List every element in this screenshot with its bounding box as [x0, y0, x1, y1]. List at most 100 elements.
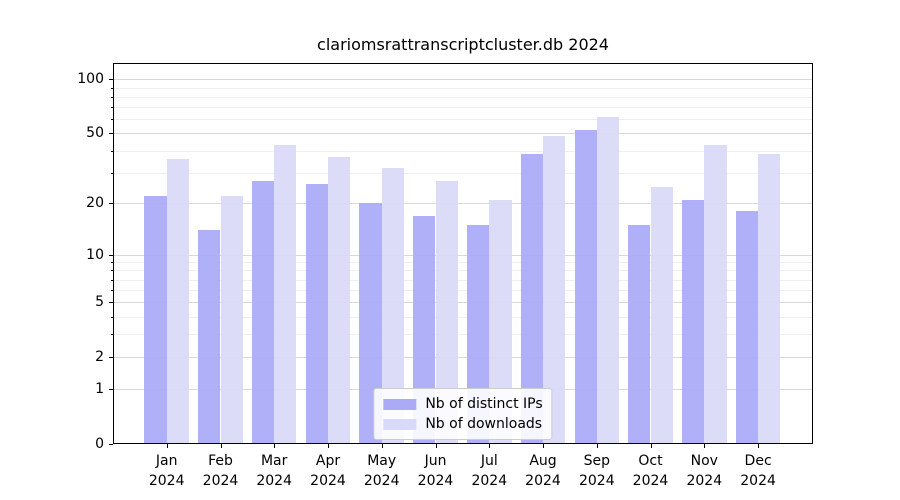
bar-apr-ips: [305, 183, 328, 444]
x-tickmark: [220, 444, 222, 448]
y-minor-tickmark: [111, 262, 113, 263]
legend-label: Nb of downloads: [425, 416, 543, 432]
minor-gridline: [114, 334, 812, 336]
minor-gridline: [114, 172, 812, 174]
legend-swatch-icon: [383, 418, 417, 430]
legend-swatch-icon: [383, 398, 417, 410]
month-label: Nov: [690, 453, 718, 469]
y-minor-tickmark: [111, 150, 113, 152]
y-tickmark: [109, 133, 113, 135]
month-label: Feb: [208, 453, 233, 469]
month-label: Jun: [424, 453, 447, 469]
y-tickmark: [109, 444, 113, 445]
month-label: Aug: [529, 453, 557, 469]
y-minor-tickmark: [111, 290, 113, 292]
x-tick-label-nov: Nov 2024: [664, 451, 744, 491]
x-tickmark: [489, 444, 491, 448]
bar-dec-ips: [735, 211, 759, 444]
month-label: Apr: [315, 453, 341, 469]
major-gridline: [114, 254, 812, 256]
year-label: 2024: [740, 473, 776, 489]
x-tick-label-jan: Jan 2024: [127, 451, 207, 491]
x-tick-label-mar: Mar 2024: [234, 451, 314, 491]
x-tickmark: [704, 444, 706, 448]
year-label: 2024: [578, 473, 615, 489]
bar-feb-ips: [198, 230, 221, 444]
bar-jul-downloads: [489, 199, 512, 444]
y-tick-label: 2: [95, 349, 104, 366]
bar-mar-downloads: [274, 144, 297, 444]
year-label: 2024: [148, 473, 185, 489]
y-minor-tickmark: [111, 270, 113, 272]
bar-aug-ips: [520, 154, 543, 444]
month-label: Mar: [260, 453, 288, 469]
chart-title: clariomsrattranscriptcluster.db 2024: [317, 35, 609, 54]
month-label: Oct: [638, 453, 663, 469]
y-tick-label: 50: [86, 125, 104, 142]
month-label: Sep: [583, 453, 610, 469]
bar-dec-downloads: [758, 154, 781, 444]
major-gridline: [114, 357, 812, 359]
year-label: 2024: [525, 473, 561, 489]
month-label: Jan: [155, 453, 178, 469]
month-label: Jul: [480, 453, 498, 469]
y-minor-tickmark: [111, 96, 113, 98]
major-gridline: [114, 133, 812, 135]
legend-label: Nb of distinct IPs: [425, 396, 543, 412]
y-minor-tickmark: [111, 119, 113, 121]
y-tickmark: [109, 79, 113, 81]
y-tickmark: [109, 389, 113, 391]
x-tickmark: [435, 444, 437, 448]
minor-gridline: [114, 107, 812, 109]
month-label: Dec: [744, 453, 772, 469]
bar-jan-ips: [144, 196, 167, 444]
minor-gridline: [114, 316, 812, 318]
year-label: 2024: [632, 473, 669, 489]
y-tick-label: 0: [95, 436, 104, 452]
y-minor-tickmark: [111, 316, 113, 318]
y-tick-label: 1: [95, 381, 104, 398]
bar-nov-downloads: [704, 144, 727, 444]
y-minor-tickmark: [111, 334, 113, 336]
y-tickmark: [109, 302, 113, 304]
legend-item: Nb of downloads: [383, 414, 542, 434]
x-tick-label-oct: Oct 2024: [611, 451, 691, 491]
y-tickmark: [109, 203, 113, 205]
legend-item: Nb of distinct IPs: [383, 394, 543, 414]
x-tick-label-apr: Apr 2024: [288, 451, 368, 491]
y-tick-label: 20: [86, 195, 104, 212]
x-tickmark: [596, 444, 598, 448]
x-tick-label-dec: Dec 2024: [718, 451, 798, 491]
year-label: 2024: [256, 473, 292, 489]
month-label: May: [367, 453, 397, 469]
year-label: 2024: [471, 473, 508, 489]
x-tickmark: [328, 444, 329, 448]
x-tick-label-aug: Aug 2024: [503, 451, 583, 491]
y-minor-tickmark: [111, 87, 113, 89]
minor-gridline: [114, 119, 812, 121]
y-minor-tickmark: [111, 107, 113, 109]
bar-aug-downloads: [543, 136, 566, 444]
bar-jun-ips: [413, 215, 436, 444]
bar-sep-ips: [574, 130, 597, 444]
x-tick-label-sep: Sep 2024: [557, 451, 637, 491]
bar-apr-downloads: [328, 156, 351, 444]
major-gridline: [114, 302, 812, 304]
bar-nov-ips: [682, 199, 705, 444]
bar-oct-downloads: [650, 186, 673, 444]
x-tick-label-feb: Feb 2024: [181, 451, 261, 491]
y-minor-tickmark: [111, 279, 113, 281]
y-minor-tickmark: [111, 172, 113, 174]
x-tickmark: [166, 444, 168, 448]
x-tick-label-jul: Jul 2024: [449, 451, 529, 491]
minor-gridline: [114, 279, 812, 281]
bar-jan-downloads: [166, 158, 189, 444]
y-tick-label: 5: [95, 294, 104, 311]
x-tickmark: [758, 444, 760, 448]
legend: Nb of distinct IPs Nb of downloads: [373, 388, 553, 440]
minor-gridline: [114, 270, 812, 272]
year-label: 2024: [363, 473, 400, 489]
bar-jun-downloads: [435, 180, 458, 444]
x-tickmark: [543, 444, 544, 448]
bar-may-downloads: [381, 167, 404, 444]
